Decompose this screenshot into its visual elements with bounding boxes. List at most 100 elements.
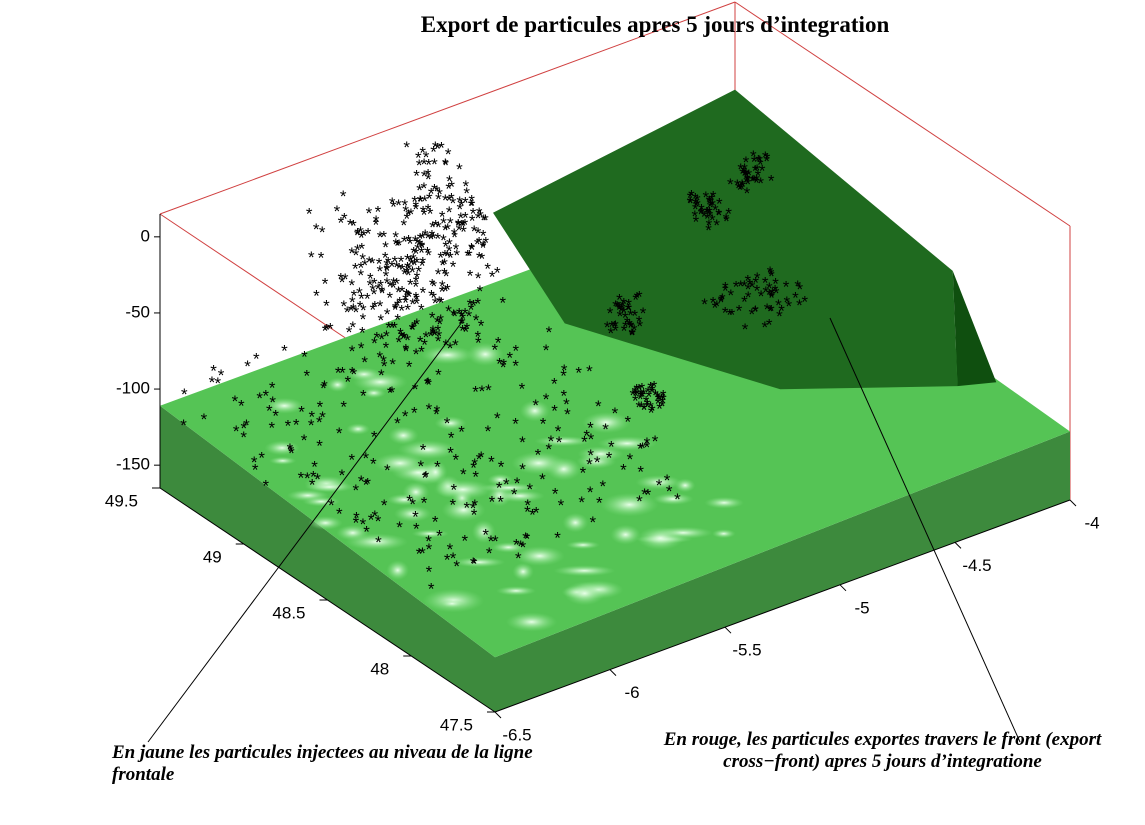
surface-highlight xyxy=(487,473,513,486)
particle: * xyxy=(352,481,359,500)
particle: * xyxy=(434,402,441,421)
particle: * xyxy=(617,307,624,326)
particle: * xyxy=(422,226,429,245)
particle: * xyxy=(469,211,476,230)
particle: * xyxy=(390,274,397,293)
particle: * xyxy=(451,228,458,247)
particle: * xyxy=(471,505,478,524)
surface-highlight xyxy=(433,479,493,500)
particle: * xyxy=(309,475,316,494)
particle: * xyxy=(701,208,708,227)
particle: * xyxy=(241,419,248,438)
particle: * xyxy=(463,177,470,196)
particle: * xyxy=(233,422,240,441)
particle: * xyxy=(451,307,458,326)
particle: * xyxy=(359,250,366,269)
particle: * xyxy=(269,393,276,412)
particle: * xyxy=(471,555,478,574)
particle: * xyxy=(451,480,458,499)
particle: * xyxy=(409,263,416,282)
particle: * xyxy=(394,414,401,433)
particle: * xyxy=(442,246,449,265)
particle: * xyxy=(738,180,745,199)
particle: * xyxy=(755,167,762,186)
particle: * xyxy=(378,366,385,385)
particle: * xyxy=(753,171,760,190)
particle: * xyxy=(551,402,558,421)
particle: * xyxy=(693,197,700,216)
particle: * xyxy=(694,191,701,210)
particle: * xyxy=(389,383,396,402)
particle: * xyxy=(336,424,343,443)
particle: * xyxy=(424,243,431,262)
particle: * xyxy=(402,407,409,426)
surface-highlight xyxy=(600,492,659,517)
particle: * xyxy=(744,171,751,190)
particle: * xyxy=(527,480,534,499)
particle: * xyxy=(450,306,457,325)
particle: * xyxy=(741,292,748,311)
annotation: En jaune les particules injectees au niv… xyxy=(112,742,533,785)
particle: * xyxy=(637,440,644,459)
particle: * xyxy=(486,544,493,563)
particle: * xyxy=(429,218,436,237)
annotation: En rouge, les particules exportes traver… xyxy=(663,729,1102,772)
particle: * xyxy=(360,387,367,406)
particle: * xyxy=(492,532,499,551)
particle: * xyxy=(201,410,208,429)
particle: * xyxy=(637,462,644,481)
particle: * xyxy=(747,275,754,294)
particle: * xyxy=(533,503,540,522)
particle: * xyxy=(478,448,485,467)
particle: * xyxy=(413,291,420,310)
particles: ************* **** ***********************… xyxy=(180,138,808,599)
particle: * xyxy=(629,325,636,344)
particle: * xyxy=(436,527,443,546)
particle: * xyxy=(428,579,435,598)
particle: * xyxy=(636,380,643,399)
particle: * xyxy=(446,242,453,261)
particle: * xyxy=(649,383,656,402)
particle: * xyxy=(427,327,434,346)
particle: * xyxy=(456,221,463,240)
particle: * xyxy=(564,405,571,424)
particle: * xyxy=(436,293,443,312)
particle: * xyxy=(356,284,363,303)
particle: * xyxy=(432,326,439,345)
particle: * xyxy=(394,311,401,330)
particle: * xyxy=(456,193,463,212)
y-tick-label: -5 xyxy=(854,598,869,617)
particle: * xyxy=(737,160,744,179)
particle: * xyxy=(404,210,411,229)
particle: * xyxy=(468,300,475,319)
particle: * xyxy=(644,438,651,457)
particle: * xyxy=(435,190,442,209)
particle: * xyxy=(421,179,428,198)
particle: * xyxy=(417,192,424,211)
particle: * xyxy=(722,281,729,300)
particle: * xyxy=(492,340,499,359)
particle: * xyxy=(413,166,420,185)
particle: * xyxy=(430,229,437,248)
particle: * xyxy=(632,386,639,405)
particle: * xyxy=(435,218,442,237)
particle: * xyxy=(348,244,355,263)
particle: * xyxy=(706,216,713,235)
particle: * xyxy=(336,504,343,523)
particle: * xyxy=(436,327,443,346)
particle: * xyxy=(462,208,469,227)
particle: * xyxy=(478,317,485,336)
particle: * xyxy=(496,354,503,373)
particle: * xyxy=(632,392,639,411)
particle: * xyxy=(608,438,615,457)
particle: * xyxy=(766,285,773,304)
particle: * xyxy=(392,228,399,247)
particle: * xyxy=(474,328,481,347)
particle: * xyxy=(397,325,404,344)
particle: * xyxy=(723,210,730,229)
y-tick xyxy=(954,542,962,549)
particle: * xyxy=(698,201,705,220)
particle: * xyxy=(722,278,729,297)
particle: * xyxy=(303,367,310,386)
particle: * xyxy=(743,173,750,192)
